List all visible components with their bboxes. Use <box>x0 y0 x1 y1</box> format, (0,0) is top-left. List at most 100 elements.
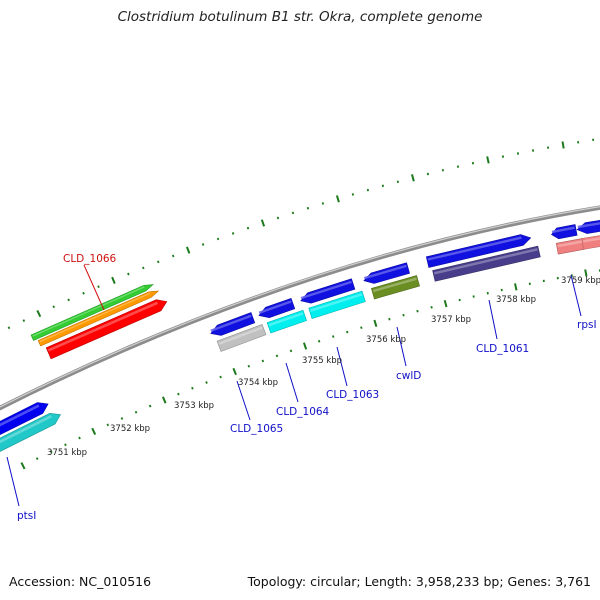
lower-tick <box>584 269 588 277</box>
lower-tick <box>500 288 503 292</box>
lower-tick <box>35 457 39 461</box>
lower-tick <box>219 375 222 379</box>
gene-feature-CLD_1065-cds[interactable] <box>216 324 267 352</box>
lower-tick <box>161 396 167 404</box>
upper-tick <box>231 232 235 235</box>
gene-feature-CLD_1066[interactable] <box>45 299 168 360</box>
upper-tick <box>501 155 505 158</box>
tick-label: 3752 kbp <box>110 424 150 434</box>
lower-tick <box>64 443 67 447</box>
upper-tick <box>52 305 56 309</box>
upper-tick <box>127 272 130 276</box>
gene-feature-next-gene[interactable] <box>576 217 600 234</box>
lower-tick <box>191 386 194 390</box>
upper-tick <box>156 260 160 264</box>
page-title: Clostridium botulinum B1 str. Okra, comp… <box>117 9 483 25</box>
upper-tick <box>276 216 280 220</box>
lower-tick <box>261 359 265 363</box>
upper-tick <box>246 226 250 230</box>
gene-label-CLD_1064[interactable]: CLD_1064 <box>276 406 330 418</box>
upper-tick <box>321 202 325 205</box>
pointer-CLD_1066 <box>83 264 105 311</box>
upper-tick <box>82 291 85 295</box>
gene-feature-CLD_1066-green[interactable] <box>30 284 154 341</box>
gene-label-CLD_1065[interactable]: CLD_1065 <box>230 423 283 435</box>
gene-feature-cwlD[interactable] <box>363 262 410 284</box>
gene-label-CLD_1061[interactable]: CLD_1061 <box>476 343 529 355</box>
lower-tick <box>486 291 489 295</box>
gene-label-rpsI[interactable]: rpsI <box>577 319 597 331</box>
lower-tick <box>289 349 293 353</box>
lower-tick <box>120 417 124 420</box>
gene-feature-CLD_1061[interactable] <box>425 234 532 268</box>
gene-label-cwlD[interactable]: cwlD <box>396 370 421 382</box>
gene-feature-rpsI-cds[interactable] <box>555 238 586 255</box>
upper-tick <box>216 237 220 241</box>
upper-tick <box>351 193 355 196</box>
lower-tick <box>91 427 97 436</box>
gene-labels: ptsI CLD_1066 CLD_1065 CLD_1064 CLD_1063 cwlD… <box>17 253 597 522</box>
gene-feature-CLD_1061-cds[interactable] <box>432 245 541 282</box>
lower-tick <box>373 319 378 327</box>
lower-tick <box>134 410 138 414</box>
upper-tick <box>111 276 116 284</box>
lower-tick <box>177 392 180 396</box>
lower-tick <box>20 462 26 470</box>
accession-label: Accession: NC_010516 <box>9 574 152 589</box>
gene-feature-next-gene-cds[interactable] <box>581 232 600 250</box>
gene-label-pointers <box>6 264 582 507</box>
tick-label: 3759 kbp <box>561 276 600 286</box>
gene-feature-rpsI[interactable] <box>551 224 578 240</box>
pointer-CLD_1064 <box>285 362 299 403</box>
lower-tick <box>430 306 433 309</box>
gene-feature-ptsI-cds[interactable] <box>0 412 61 455</box>
gene-label-CLD_1063[interactable]: CLD_1063 <box>326 389 379 401</box>
lower-tick <box>360 326 363 329</box>
tick-label: 3751 kbp <box>47 448 87 458</box>
upper-tick <box>7 326 11 330</box>
lower-tick <box>232 367 237 376</box>
gene-feature-CLD_1066-orange[interactable] <box>37 290 160 347</box>
gene-feature-CLD_1063[interactable] <box>300 278 356 304</box>
gene-feature-cwlD-cds[interactable] <box>371 275 420 300</box>
tick-label: 3753 kbp <box>174 401 214 411</box>
lower-tick <box>247 364 251 368</box>
gene-feature-ptsI[interactable] <box>0 402 49 443</box>
upper-tick <box>201 243 205 246</box>
upper-tick <box>366 188 370 192</box>
upper-tick <box>36 309 42 318</box>
tick-label: 3754 kbp <box>238 378 278 388</box>
gene-label-CLD_1066[interactable]: CLD_1066 <box>63 253 117 265</box>
lower-tick <box>275 354 279 358</box>
genome-stats: Topology: circular; Length: 3,958,233 bp… <box>247 574 591 589</box>
gene-feature-CLD_1065[interactable] <box>210 312 256 336</box>
gene-label-ptsI[interactable]: ptsI <box>17 510 36 522</box>
tick-label: 3755 kbp <box>302 356 342 366</box>
lower-tick <box>148 404 152 408</box>
upper-tick <box>185 246 191 254</box>
pointer-CLD_1063 <box>336 346 348 387</box>
upper-tick <box>441 168 445 172</box>
gene-feature-CLD_1064-cds[interactable] <box>266 309 307 334</box>
upper-tick <box>411 174 415 182</box>
gene-feature-CLD_1063-cds[interactable] <box>308 290 366 319</box>
upper-tick <box>396 180 400 184</box>
pointer-cwlD <box>396 326 407 367</box>
tick-marks <box>7 138 600 470</box>
pointer-CLD_1065 <box>236 380 251 421</box>
lower-tick <box>402 313 405 317</box>
upper-tick <box>471 161 475 165</box>
upper-tick <box>561 141 565 149</box>
upper-tick <box>291 211 295 215</box>
lower-tick <box>443 300 448 308</box>
genome-backbone-highlight <box>0 206 600 408</box>
lower-tick <box>388 317 391 321</box>
upper-tick <box>22 319 26 322</box>
gene-feature-CLD_1064[interactable] <box>258 298 296 319</box>
lower-tick <box>302 342 308 350</box>
lower-tick <box>332 335 335 338</box>
upper-tick <box>67 298 70 302</box>
tick-label: 3758 kbp <box>496 295 536 305</box>
lower-tick <box>472 295 475 298</box>
upper-tick <box>335 195 340 203</box>
